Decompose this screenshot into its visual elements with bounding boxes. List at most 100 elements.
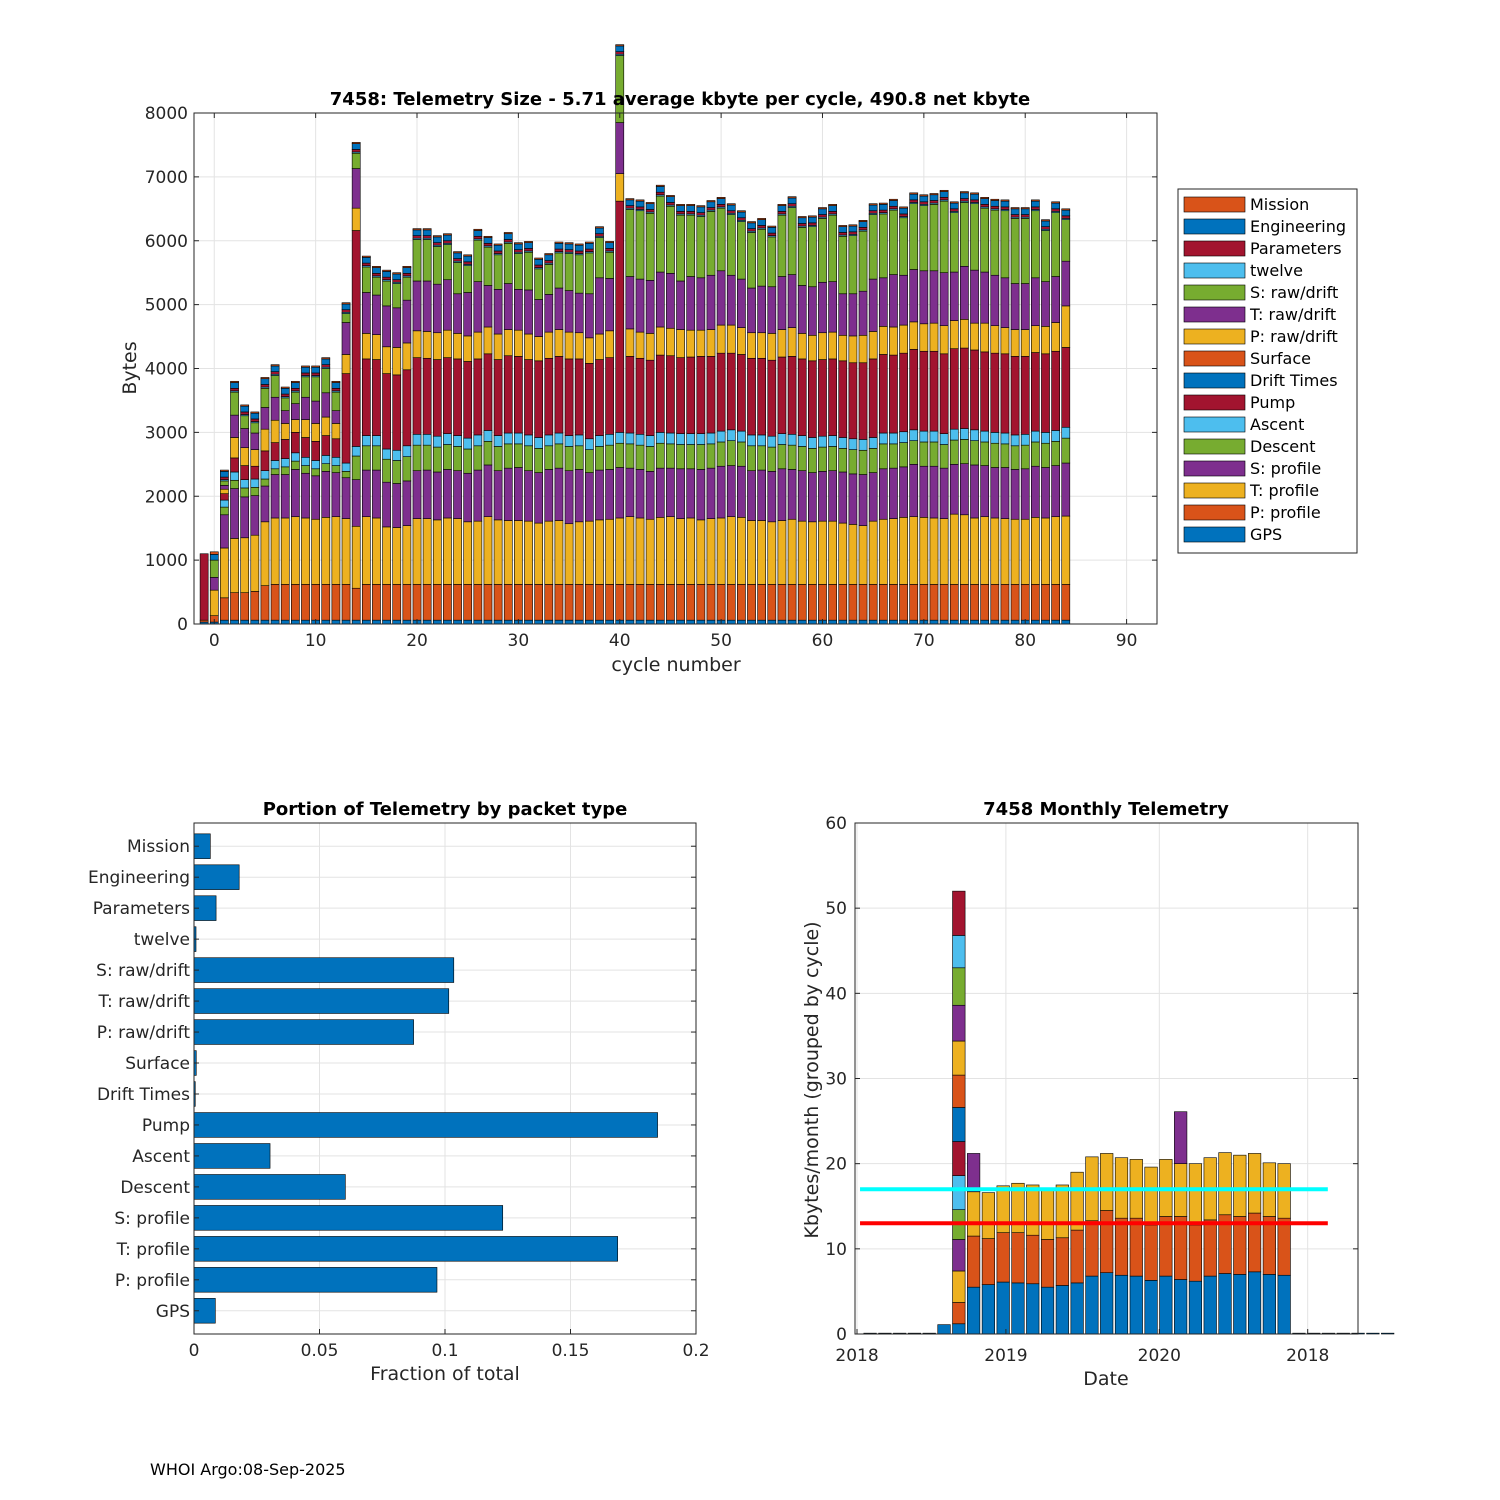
top-bar-segment-engineering	[574, 244, 584, 252]
top-bar-segment-pump	[260, 450, 270, 471]
top-bar-segment-p-raw-drift	[767, 333, 777, 361]
monthly-bar-segment-gps	[1159, 1275, 1173, 1335]
top-bar-segment-t-profile	[392, 527, 402, 585]
top-bar-segment-t-raw-drift	[270, 396, 280, 421]
top-bar-segment-descent	[919, 441, 929, 467]
top-bar-segment-s-raw-drift	[737, 221, 746, 280]
top-bar-segment-descent	[554, 443, 564, 469]
top-bar-segment-parameters	[321, 364, 331, 368]
top-bar-segment-p-raw-drift	[716, 324, 726, 354]
portion-bar-ascent	[193, 1143, 271, 1169]
top-bar-segment-s-raw-drift	[250, 422, 260, 434]
legend-label-mission: Mission	[1250, 195, 1309, 214]
top-bar-segment-s-raw-drift	[351, 152, 361, 169]
top-bar-segment-pump	[331, 438, 341, 458]
top-bar-segment-descent	[605, 444, 614, 470]
top-bar-segment-p-profile	[726, 584, 736, 621]
monthly-chart-reference-lines	[860, 1187, 1328, 1226]
top-bar-segment-descent	[1041, 442, 1050, 468]
top-bar-segment-parameters	[1010, 214, 1020, 218]
top-bar-segment-s-profile	[858, 474, 868, 526]
top-bar-segment-pump	[432, 359, 442, 437]
monthly-bar-segment-gps	[1174, 1279, 1188, 1335]
top-bar-segment-parameters	[503, 239, 513, 243]
top-bar-segment-descent	[655, 442, 665, 469]
top-bar-segment-s-profile	[1051, 465, 1060, 517]
top-bar-segment-t-profile	[889, 518, 898, 585]
top-bar-segment-t-raw-drift	[432, 283, 442, 334]
top-bar-segment-p-raw-drift	[797, 333, 807, 360]
top-bar-segment-p-profile	[777, 584, 787, 621]
top-bar-segment-mission	[564, 242, 574, 245]
top-bar-segment-t-profile	[240, 537, 250, 594]
top-bar-segment-mission	[899, 206, 908, 209]
top-bar-segment-p-profile	[392, 584, 402, 621]
top-bar-segment-s-raw-drift	[635, 210, 645, 280]
top-bar-segment-mission	[463, 254, 473, 257]
top-bar-segment-s-profile	[777, 468, 787, 521]
top-bar-segment-p-profile	[544, 584, 554, 621]
top-bar-segment-descent	[757, 445, 767, 471]
top-bar-segment-engineering	[493, 244, 503, 252]
monthly-bar-segment-t-profile	[1233, 1154, 1247, 1217]
top-bar-segment-p-raw-drift	[726, 324, 736, 354]
top-bar-segment-ascent	[574, 434, 584, 447]
monthly-bar-segment-gps	[1129, 1275, 1143, 1335]
top-bar-segment-s-profile	[514, 467, 523, 521]
portion-x-tick-label: 0.15	[552, 1341, 590, 1361]
legend-label-drift-times: Drift Times	[1250, 371, 1338, 390]
top-bar-segment-descent	[645, 446, 655, 472]
top-bar-segment-p-profile	[524, 584, 533, 621]
top-bar-segment-pump	[838, 360, 848, 438]
top-bar-segment-ascent	[291, 452, 300, 462]
top-bar-segment-engineering	[858, 221, 868, 228]
top-bar-segment-t-raw-drift	[463, 292, 473, 337]
top-bar-segment-mission	[686, 204, 696, 206]
top-bar-segment-engineering	[726, 204, 736, 212]
monthly-bar-segment-p-profile	[1055, 1237, 1069, 1286]
top-bar-segment-s-profile	[321, 471, 331, 518]
top-bar-segment-p-raw-drift	[412, 330, 422, 358]
top-bar-segment-s-profile	[291, 469, 300, 517]
top-bar-segment-gps	[392, 619, 402, 625]
top-bar-segment-t-profile	[828, 520, 837, 585]
top-bar-segment-mission	[797, 216, 807, 219]
top-bar-segment-mission	[645, 202, 655, 205]
top-bar-segment-pump	[392, 374, 402, 451]
top-bar-segment-s-profile	[818, 471, 827, 522]
top-bar-segment-s-raw-drift	[534, 268, 544, 300]
top-bar-segment-t-raw-drift	[686, 276, 696, 331]
top-bar-segment-t-profile	[493, 519, 503, 585]
top-bar-segment-p-raw-drift	[341, 354, 351, 374]
top-bar-segment-s-profile	[392, 483, 402, 528]
top-bar-segment-p-profile	[382, 584, 391, 621]
top-bar-segment-p-profile	[899, 584, 908, 621]
top-bar-segment-t-raw-drift	[503, 283, 513, 330]
top-bar-segment-gps	[250, 619, 260, 625]
top-bar-segment-mission	[716, 197, 726, 199]
portion-chart-bars	[193, 833, 658, 1324]
top-bar-segment-gps	[899, 619, 908, 625]
top-bar-segment-pump	[351, 230, 361, 447]
top-x-tick-label: 50	[710, 631, 732, 651]
top-bar-segment-ascent	[514, 432, 523, 445]
monthly-y-tick-label: 50	[825, 899, 847, 919]
top-bar-segment-pump	[726, 352, 736, 431]
top-bar-segment-p-raw-drift	[382, 346, 391, 374]
top-bar-segment-parameters	[493, 250, 503, 254]
top-bar-segment-t-raw-drift	[676, 280, 685, 330]
top-bar-segment-mission	[1000, 199, 1010, 202]
top-bar-segment-p-raw-drift	[584, 337, 594, 364]
top-bar-segment-parameters	[534, 264, 544, 268]
top-bar-segment-engineering	[503, 233, 513, 240]
top-bar-segment-mission	[605, 241, 614, 243]
top-bar-segment-p-profile	[818, 584, 827, 621]
top-bar-segment-p-raw-drift	[878, 326, 888, 355]
top-bar-segment-p-profile	[402, 584, 412, 621]
top-bar-segment-gps	[909, 619, 919, 625]
top-bar-segment-descent	[1020, 444, 1030, 470]
top-bar-segment-s-raw-drift	[848, 235, 858, 295]
top-bar-segment-engineering	[848, 225, 858, 233]
top-bar-segment-s-profile	[341, 477, 351, 519]
top-bar-segment-s-profile	[1020, 468, 1030, 520]
